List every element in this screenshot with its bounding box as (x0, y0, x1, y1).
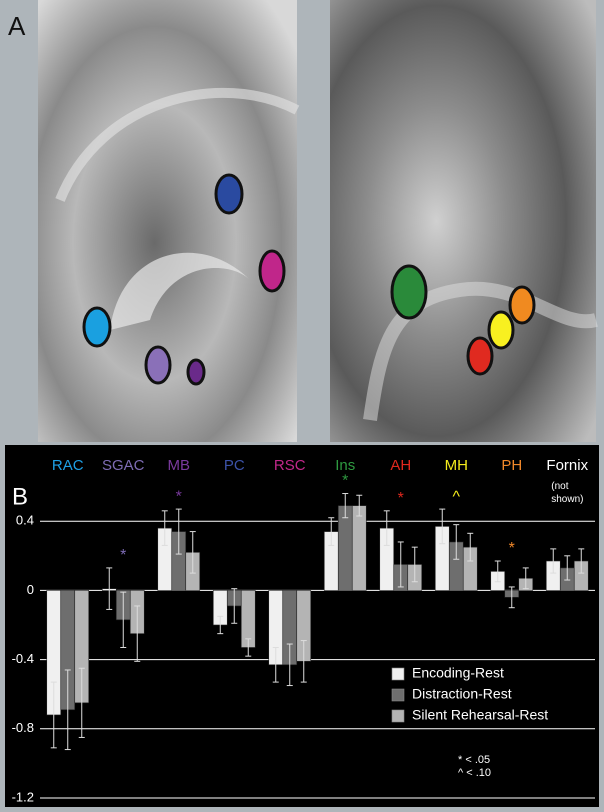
category-label: RSC (274, 457, 306, 474)
category-label: PC (224, 457, 245, 474)
significance-marker: * (120, 547, 126, 564)
category-label: Fornix (546, 457, 588, 474)
brain-structure (55, 87, 300, 202)
significance-marker: * (176, 488, 182, 505)
y-tick-label: -0.8 (12, 720, 34, 735)
legend-swatch (391, 667, 405, 681)
legend-label: Silent Rehearsal-Rest (412, 707, 548, 723)
roi-markers (82, 173, 536, 386)
significance-marker: * (509, 540, 515, 557)
significance-marker: * (398, 490, 404, 507)
y-tick-label: -0.4 (12, 651, 34, 666)
significance-marker: ^ (452, 488, 460, 505)
significance-marker: * (342, 473, 348, 490)
brain-structure (110, 252, 250, 330)
roi (466, 336, 494, 376)
roi (508, 285, 536, 325)
legend-label: Distraction-Rest (412, 686, 512, 702)
panel-label: B (12, 483, 28, 510)
roi (214, 173, 244, 215)
roi (82, 306, 112, 348)
roi (258, 249, 286, 293)
bar (351, 505, 367, 591)
legend-label: Encoding-Rest (412, 665, 504, 681)
footnote: * < .05 (458, 754, 490, 766)
category-label: RAC (52, 457, 84, 474)
y-tick-label: -1.2 (12, 789, 34, 804)
category-label: SGAC (102, 457, 145, 474)
category-note: (not shown) (551, 481, 583, 505)
category-label: MB (168, 457, 191, 474)
footnote: ^ < .10 (458, 767, 491, 779)
bar (337, 505, 353, 591)
brain-structure (363, 281, 598, 421)
y-tick-label: 0 (27, 582, 34, 597)
brain-image-right (330, 0, 596, 442)
roi (390, 264, 428, 320)
panel-label: A (8, 11, 26, 41)
legend-swatch (391, 688, 405, 702)
category-label: AH (390, 457, 411, 474)
roi (144, 345, 172, 385)
legend-swatch (391, 709, 405, 723)
category-label: MH (445, 457, 468, 474)
category-label: PH (501, 457, 522, 474)
y-tick-label: 0.4 (16, 513, 34, 528)
roi (487, 310, 515, 350)
category-label: Ins (335, 457, 355, 474)
roi (186, 358, 206, 386)
